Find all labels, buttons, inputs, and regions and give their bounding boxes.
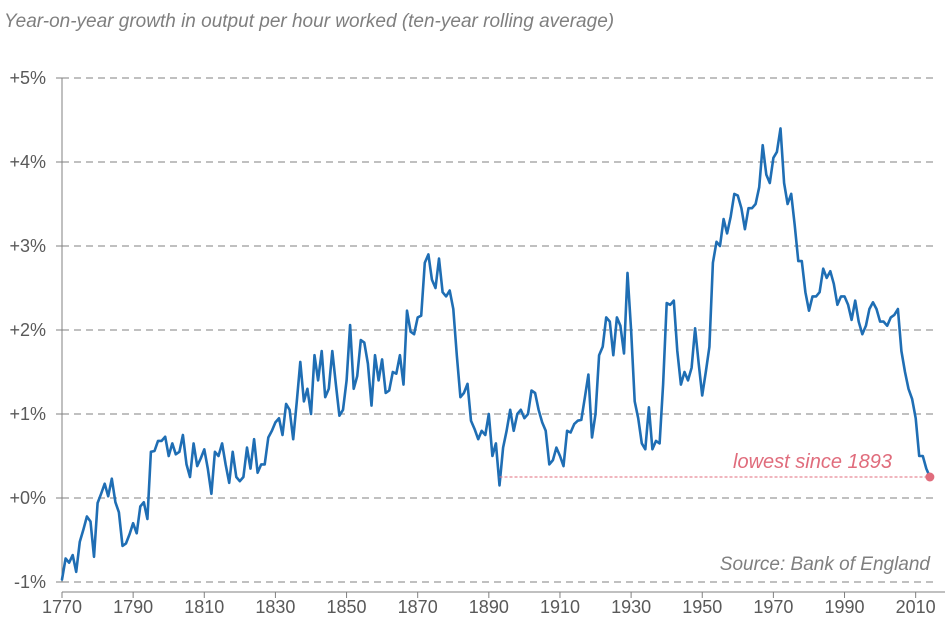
series-layer <box>60 127 932 581</box>
annotation-label: lowest since 1893 <box>733 451 892 473</box>
x-tick-label: 1830 <box>255 597 295 617</box>
source-note: Source: Bank of England <box>720 554 932 575</box>
x-tick-label: 1930 <box>611 597 651 617</box>
x-tick-label: 1970 <box>753 597 793 617</box>
annotation-layer: lowest since 1893 <box>499 451 935 482</box>
x-tick-label: 1870 <box>398 597 438 617</box>
gridlines <box>62 77 937 583</box>
x-axis-tick-labels: 1770 1790 1810 1830 1850 1870 1890 1910 1930 1950… <box>42 592 936 617</box>
y-tick-label: +3% <box>9 236 46 256</box>
y-tick-label: +1% <box>9 404 46 424</box>
x-tick-label: 1850 <box>327 597 367 617</box>
y-axis-tick-labels: -1% +0% +1% +2% +3% +4% +5% <box>9 68 62 592</box>
x-tick-label: 1950 <box>682 597 722 617</box>
y-tick-label: +0% <box>9 488 46 508</box>
y-tick-label: +2% <box>9 320 46 340</box>
x-tick-label: 1910 <box>540 597 580 617</box>
x-tick-label: 1990 <box>824 597 864 617</box>
y-tick-label: +5% <box>9 68 46 88</box>
chart-title: Year-on-year growth in output per hour w… <box>4 11 614 32</box>
y-tick-label: +4% <box>9 152 46 172</box>
x-tick-label: 1890 <box>469 597 509 617</box>
x-tick-label: 1790 <box>113 597 153 617</box>
x-tick-label: 1810 <box>184 597 224 617</box>
y-tick-label: -1% <box>14 572 46 592</box>
x-tick-label: 2010 <box>896 597 936 617</box>
series-line <box>60 127 932 581</box>
annotation-marker <box>925 472 935 482</box>
x-tick-label: 1770 <box>42 597 82 617</box>
